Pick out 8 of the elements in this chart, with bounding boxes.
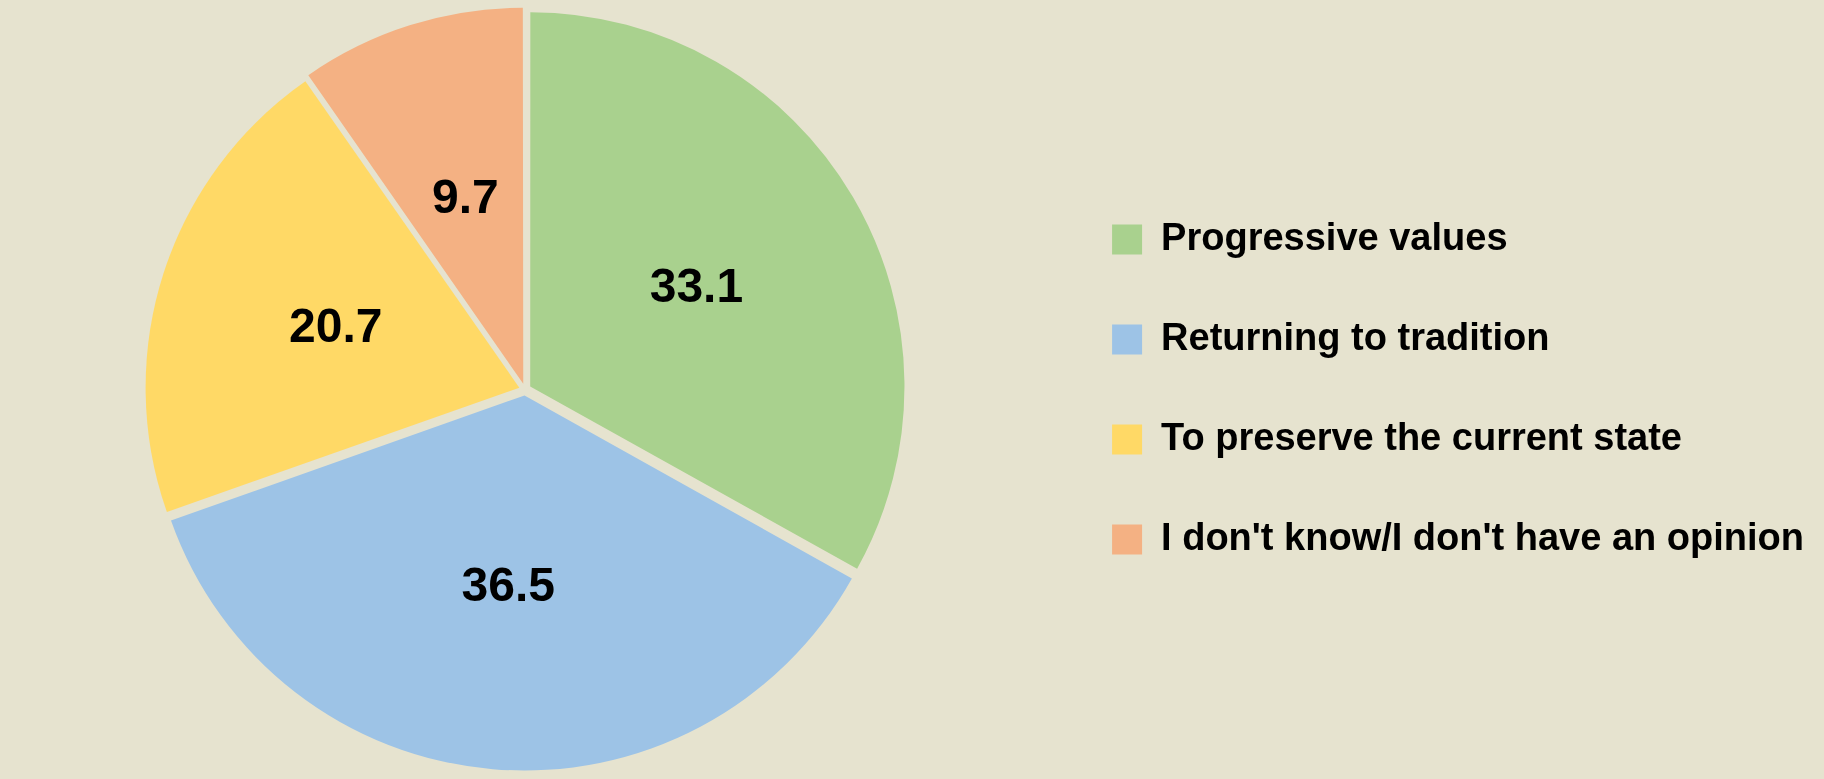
- data-label: 20.7: [289, 298, 383, 352]
- data-label: 33.1: [649, 259, 744, 313]
- data-label: 9.7: [432, 170, 499, 224]
- data-label: 36.5: [461, 557, 555, 611]
- legend-label: I don't know/I don't have an opinion: [1161, 515, 1804, 558]
- legend-label: Progressive values: [1161, 215, 1508, 258]
- legend-label: Returning to tradition: [1161, 315, 1550, 358]
- legend-label: To preserve the current state: [1161, 415, 1683, 458]
